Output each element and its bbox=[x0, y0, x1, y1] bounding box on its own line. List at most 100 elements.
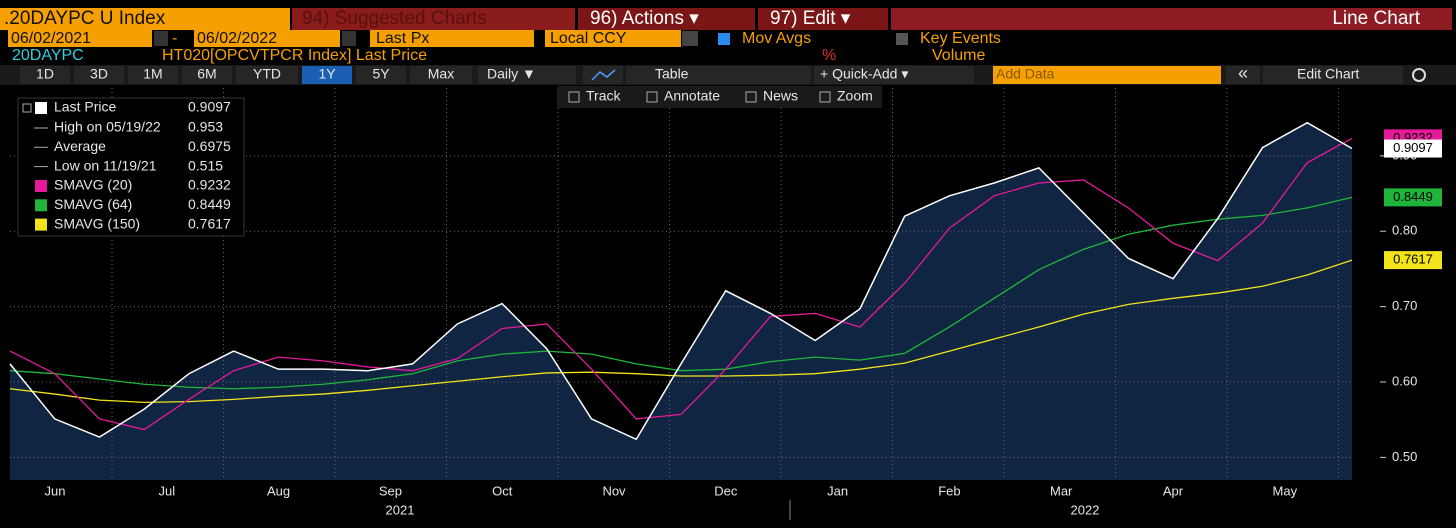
y-tick-label: 0.80 bbox=[1392, 223, 1417, 238]
legend-value: 0.8449 bbox=[188, 196, 231, 212]
legend-label: Low on 11/19/21 bbox=[54, 157, 157, 173]
y-tick-label: 0.50 bbox=[1392, 449, 1417, 464]
collapse[interactable]: « bbox=[1238, 63, 1248, 83]
date-dash: - bbox=[172, 30, 177, 47]
last-value-box bbox=[1384, 251, 1442, 270]
legend-value: 0.9232 bbox=[188, 177, 231, 193]
tool-label[interactable]: Annotate bbox=[664, 88, 720, 104]
start-date[interactable]: 06/02/2021 bbox=[11, 30, 91, 47]
table[interactable]: Table bbox=[655, 66, 689, 82]
calendar-icon[interactable] bbox=[342, 31, 356, 46]
period-button[interactable] bbox=[236, 66, 298, 84]
quick-add[interactable]: + Quick-Add ▾ bbox=[820, 66, 908, 82]
period-label[interactable]: 6M bbox=[197, 66, 216, 82]
period-button[interactable] bbox=[356, 66, 406, 84]
series-line bbox=[9, 196, 1353, 390]
legend bbox=[17, 97, 245, 237]
title-bar bbox=[891, 8, 1452, 30]
period-button[interactable] bbox=[410, 66, 472, 84]
x-tick-label: May bbox=[1273, 483, 1298, 498]
period-label[interactable]: 1Y bbox=[318, 66, 336, 82]
period-button[interactable] bbox=[74, 66, 124, 84]
price-area bbox=[10, 122, 1352, 480]
x-tick-label: Aug bbox=[267, 483, 290, 498]
legend-swatch bbox=[35, 218, 47, 231]
currency-dropdown[interactable] bbox=[682, 31, 698, 46]
legend-label: SMAVG (64) bbox=[54, 196, 132, 212]
suggested-charts[interactable]: 94) Suggested Charts bbox=[302, 8, 487, 29]
security-code: 20DAYPC bbox=[12, 47, 84, 64]
quick-add-box[interactable] bbox=[814, 66, 974, 84]
chart-tools-bar bbox=[557, 86, 882, 108]
last-value-box bbox=[1384, 188, 1442, 207]
field[interactable]: Last Px bbox=[376, 30, 429, 47]
period-label[interactable]: 5Y bbox=[372, 66, 390, 82]
x-tick-label: Jun bbox=[45, 483, 66, 498]
settings-icon[interactable] bbox=[1412, 68, 1426, 82]
tool-label[interactable]: Zoom bbox=[837, 88, 873, 104]
currency[interactable]: Local CCY bbox=[550, 30, 627, 47]
period-button[interactable] bbox=[302, 66, 352, 84]
period-label[interactable]: 1D bbox=[36, 66, 54, 82]
end-date[interactable]: 06/02/2022 bbox=[197, 30, 277, 47]
y-tick-label: 0.60 bbox=[1392, 373, 1417, 388]
legend-value: 0.953 bbox=[188, 119, 223, 135]
actions-box[interactable] bbox=[578, 8, 755, 30]
suggested-box[interactable] bbox=[292, 8, 575, 30]
table-box[interactable] bbox=[626, 66, 811, 84]
legend-swatch bbox=[35, 180, 47, 192]
mov-avgs-checkbox[interactable] bbox=[718, 33, 730, 45]
ticker-box[interactable] bbox=[0, 8, 290, 30]
last-value-label: 0.8449 bbox=[1393, 189, 1433, 204]
x-tick-label: Jul bbox=[158, 483, 175, 498]
edit-box[interactable] bbox=[758, 8, 888, 30]
period-label[interactable]: 1M bbox=[143, 66, 162, 82]
legend-label: SMAVG (150) bbox=[54, 215, 140, 231]
last-value-label: 0.7617 bbox=[1393, 252, 1433, 267]
frequency-box[interactable] bbox=[478, 66, 576, 84]
add-data[interactable]: Add Data bbox=[996, 66, 1055, 82]
currency-box[interactable] bbox=[545, 30, 681, 47]
x-tick-label: Dec bbox=[714, 483, 738, 498]
series-line bbox=[9, 259, 1353, 404]
mov-avgs[interactable]: Mov Avgs bbox=[742, 30, 811, 47]
key-events-checkbox[interactable] bbox=[896, 33, 908, 45]
edit[interactable]: 97) Edit ▾ bbox=[770, 8, 851, 29]
x-tick-label: Nov bbox=[602, 483, 626, 498]
edit-chart-box[interactable] bbox=[1263, 66, 1403, 84]
legend-label: Last Price bbox=[54, 99, 116, 115]
period-label[interactable]: 3D bbox=[90, 66, 108, 82]
line-icon[interactable] bbox=[591, 69, 616, 81]
legend-swatch bbox=[35, 199, 47, 212]
actions[interactable]: 96) Actions ▾ bbox=[590, 8, 699, 29]
collapse-box[interactable] bbox=[1226, 66, 1260, 84]
calendar-icon[interactable] bbox=[154, 31, 168, 46]
period-button[interactable] bbox=[182, 66, 232, 84]
tool-icon[interactable] bbox=[646, 91, 658, 103]
tool-label[interactable]: Track bbox=[586, 88, 621, 104]
year-label: 2021 bbox=[386, 502, 415, 517]
legend-value: 0.515 bbox=[188, 157, 223, 173]
start-date-box[interactable] bbox=[8, 30, 152, 47]
tool-label[interactable]: News bbox=[763, 88, 798, 104]
add-data-box[interactable] bbox=[993, 66, 1221, 84]
period-label[interactable]: Max bbox=[428, 66, 454, 82]
last-value-box bbox=[1384, 139, 1442, 158]
key-events[interactable]: Key Events bbox=[920, 30, 1001, 47]
edit-chart[interactable]: Edit Chart bbox=[1297, 66, 1359, 82]
period-button[interactable] bbox=[20, 66, 70, 84]
x-tick-label: Oct bbox=[492, 483, 513, 498]
ticker[interactable]: .20DAYPC U Index bbox=[4, 8, 166, 29]
percent: % bbox=[822, 47, 836, 64]
tool-icon[interactable] bbox=[745, 91, 757, 103]
tool-icon[interactable] bbox=[568, 91, 580, 103]
legend-collapse[interactable] bbox=[22, 103, 32, 113]
tool-icon[interactable] bbox=[819, 91, 831, 103]
period-label[interactable]: YTD bbox=[253, 66, 281, 82]
legend-label: High on 05/19/22 bbox=[54, 119, 161, 135]
field-box[interactable] bbox=[370, 30, 534, 47]
end-date-box[interactable] bbox=[194, 30, 340, 47]
period-button[interactable] bbox=[128, 66, 178, 84]
frequency[interactable]: Daily ▼ bbox=[487, 66, 536, 82]
year-label: 2022 bbox=[1071, 502, 1100, 517]
